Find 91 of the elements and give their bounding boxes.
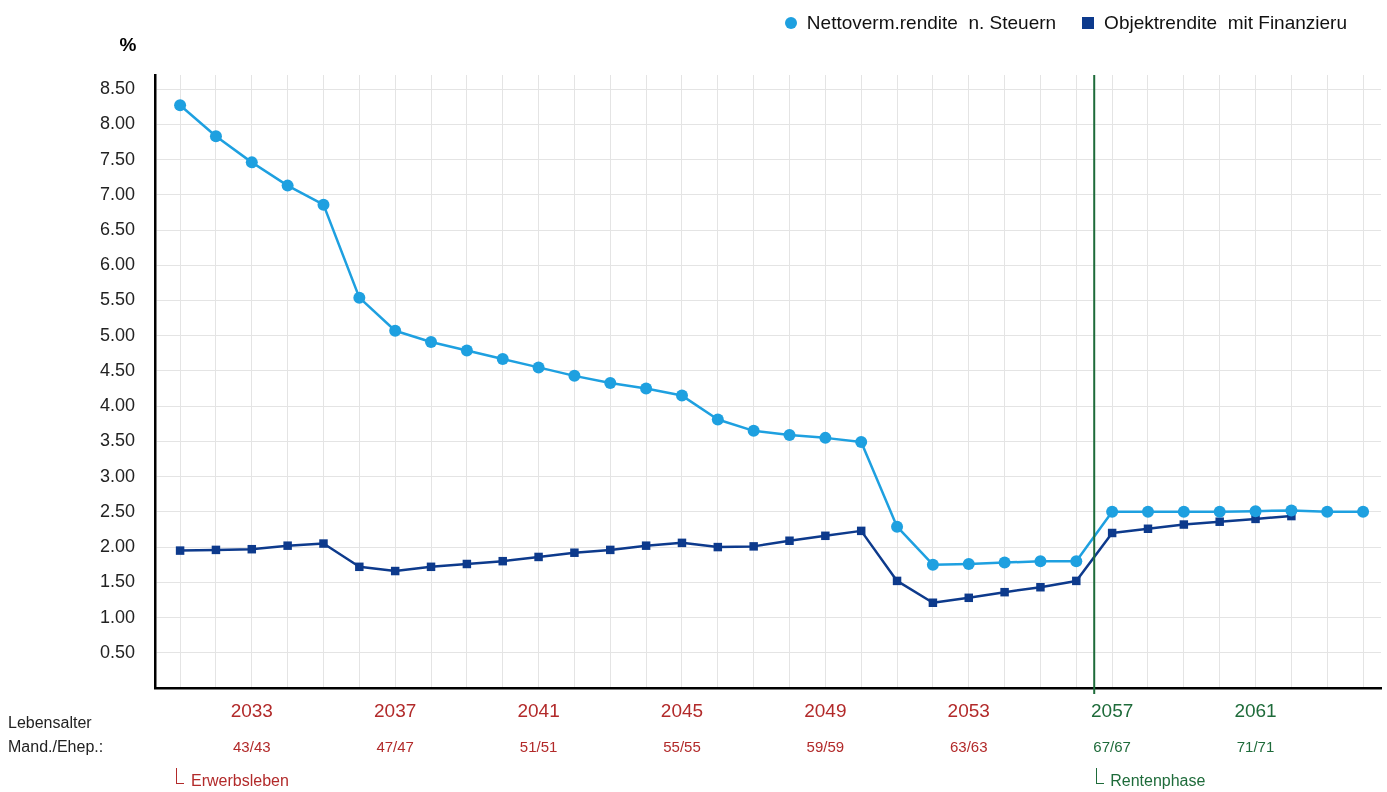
point — [317, 198, 330, 211]
text: 47/47 — [376, 738, 414, 756]
point — [1070, 555, 1083, 568]
y-tick-label: 0.50 — [99, 641, 135, 662]
x-tick-label: 2045 — [660, 699, 704, 721]
text: Mand./Ehep.: — [8, 738, 104, 756]
point — [245, 156, 258, 169]
point — [425, 336, 438, 349]
legend-label: Nettoverm.rendite n. Steuern — [806, 12, 1057, 34]
y-tick-label: 8.50 — [99, 78, 135, 99]
point — [1034, 555, 1047, 568]
point — [1106, 505, 1119, 518]
y-tick-label: 5.00 — [99, 324, 135, 345]
y-axis-title: % — [119, 34, 137, 56]
point — [604, 376, 617, 389]
y-tick-label: 5.50 — [99, 289, 135, 310]
text: 59/59 — [806, 738, 845, 756]
legend-label: Objektrendite mit Finanzieru — [1104, 12, 1347, 34]
point — [962, 557, 975, 570]
point — [1000, 587, 1009, 597]
text: Erwerbsleben — [191, 772, 289, 790]
y-tick-label: 4.00 — [99, 395, 135, 416]
x-tick-label: 2037 — [374, 699, 417, 721]
x-tick-label: 2061 — [1234, 699, 1277, 721]
point — [174, 99, 187, 112]
point — [1215, 517, 1224, 526]
point — [319, 539, 328, 548]
point — [1179, 520, 1189, 529]
y-tick-label: 1.00 — [99, 606, 135, 627]
text: 51/51 — [519, 738, 558, 756]
point — [496, 352, 509, 365]
y-tick-label: 1.50 — [99, 571, 135, 592]
point — [606, 545, 615, 555]
point — [355, 562, 364, 572]
point — [855, 436, 868, 449]
text: 67/67 — [1093, 738, 1131, 756]
point — [281, 179, 294, 192]
point — [1249, 505, 1262, 518]
x-tick-label: 2057 — [1091, 699, 1134, 721]
point — [821, 531, 830, 541]
point — [568, 369, 581, 382]
y-tick-label: 6.50 — [99, 218, 135, 239]
point — [1357, 505, 1370, 518]
text: Rentenphase — [1110, 772, 1206, 790]
point — [1285, 504, 1298, 517]
point — [749, 542, 758, 551]
text: 63/63 — [949, 738, 988, 756]
point — [640, 382, 653, 395]
x-tick-label: 2033 — [230, 699, 273, 721]
point — [498, 556, 507, 566]
text: Lebensalter — [8, 714, 93, 732]
point — [460, 344, 473, 357]
point — [283, 541, 292, 550]
point — [711, 413, 724, 426]
point — [1036, 583, 1045, 592]
point — [1072, 576, 1081, 586]
x-tick-label: 2053 — [947, 699, 990, 721]
point — [641, 541, 651, 550]
point — [1177, 505, 1190, 518]
y-tick-label: 3.50 — [99, 430, 135, 451]
x-tick-label: 2041 — [517, 699, 560, 721]
y-tick-label: 7.50 — [99, 148, 135, 169]
point — [209, 130, 222, 143]
point — [998, 556, 1011, 569]
point — [926, 558, 939, 571]
y-tick-label: 7.00 — [99, 183, 135, 204]
point — [534, 552, 543, 562]
point — [353, 291, 366, 304]
y-tick-label: 3.00 — [99, 465, 135, 486]
point — [783, 429, 796, 442]
text: 55/55 — [663, 738, 701, 756]
text: 71/71 — [1236, 738, 1275, 756]
point — [747, 424, 760, 437]
point — [1321, 505, 1334, 518]
y-tick-label: 4.50 — [99, 359, 135, 380]
point — [785, 536, 794, 545]
x-tick-label: 2049 — [804, 699, 847, 721]
point — [532, 361, 545, 374]
y-tick-label: 8.00 — [99, 113, 135, 134]
point — [819, 431, 832, 444]
point — [175, 546, 185, 555]
point — [570, 548, 579, 557]
y-tick-label: 2.00 — [99, 536, 135, 557]
point — [675, 389, 688, 402]
y-tick-label: 6.00 — [99, 254, 135, 275]
text: 43/43 — [233, 738, 271, 756]
point — [389, 324, 402, 337]
y-tick-label: 2.50 — [99, 500, 135, 521]
point — [891, 520, 904, 533]
point — [1213, 505, 1226, 518]
point — [1141, 505, 1154, 518]
